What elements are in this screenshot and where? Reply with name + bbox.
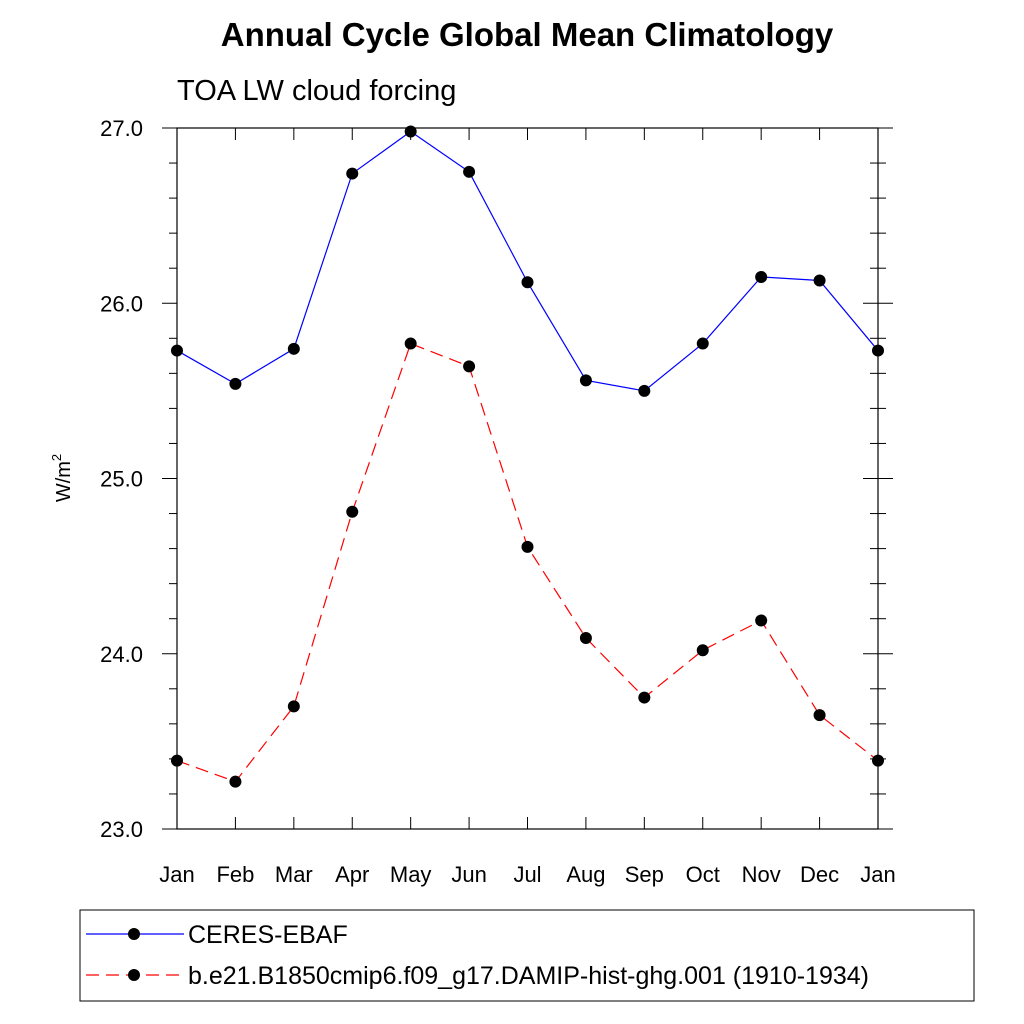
y-axis-label-base: W/m <box>53 461 75 502</box>
x-tick-label: Oct <box>686 862 720 887</box>
series-1 <box>171 125 884 397</box>
series-2-point <box>813 709 826 722</box>
axis-ticks <box>162 127 893 830</box>
x-tick-label: Nov <box>742 862 781 887</box>
y-tick-label: 27.0 <box>100 116 143 141</box>
series-layer <box>171 125 884 788</box>
legend-marker-2 <box>128 969 140 981</box>
x-tick-label: Jun <box>451 862 486 887</box>
x-tick-label: Apr <box>335 862 369 887</box>
axis-tick-labels: Jan Feb Mar Apr May Jun Jul Aug Sep Oct Nov Dec Jan 2… <box>100 116 896 887</box>
series-2-point <box>872 754 884 767</box>
series-2-point <box>696 644 709 657</box>
series-2-point <box>346 505 359 518</box>
plot-frame <box>176 127 879 830</box>
series-1-line <box>176 130 879 392</box>
chart-subtitle: TOA LW cloud forcing <box>177 75 456 107</box>
y-tick-label: 23.0 <box>100 817 143 842</box>
y-axis-label-superscript: 2 <box>49 454 64 461</box>
series-1-point <box>813 274 826 287</box>
x-tick-label: Dec <box>800 862 839 887</box>
y-tick-label: 26.0 <box>100 291 143 316</box>
x-tick-label: Aug <box>566 862 605 887</box>
series-2-point <box>229 775 242 788</box>
series-2 <box>171 337 884 788</box>
series-1-point <box>521 276 534 289</box>
series-1-point <box>638 384 651 397</box>
series-1-point <box>755 270 768 283</box>
legend-marker-1 <box>128 928 140 940</box>
legend-label-2: b.e21.B1850cmip6.f09_g17.DAMIP-hist-ghg.… <box>188 962 869 990</box>
series-1-point <box>404 125 417 138</box>
series-2-point <box>287 700 300 713</box>
x-tick-label: Jan <box>860 862 895 887</box>
series-1-point <box>171 344 183 357</box>
chart-title: Annual Cycle Global Mean Climatology <box>221 16 834 53</box>
series-2-point <box>755 614 768 627</box>
series-1-point <box>463 165 476 178</box>
legend: CERES-EBAF b.e21.B1850cmip6.f09_g17.DAMIP… <box>86 921 869 990</box>
series-2-point <box>404 337 417 350</box>
series-1-point <box>346 167 359 180</box>
series-1-point <box>579 374 592 387</box>
series-1-point <box>872 344 884 357</box>
legend-label-1: CERES-EBAF <box>188 921 348 949</box>
x-tick-label: Feb <box>216 862 254 887</box>
series-1-point <box>229 377 242 390</box>
y-tick-label: 25.0 <box>100 467 143 492</box>
x-tick-label: Sep <box>625 862 664 887</box>
x-tick-label: Jan <box>159 862 194 887</box>
series-1-point <box>696 337 709 350</box>
series-1-point <box>287 342 300 355</box>
series-2-point <box>463 360 476 373</box>
y-axis-label: W/m2 <box>49 454 75 502</box>
series-2-point <box>579 631 592 644</box>
series-2-point <box>638 691 651 704</box>
x-tick-label: May <box>390 862 432 887</box>
x-tick-label: Mar <box>275 862 313 887</box>
x-tick-label: Jul <box>513 862 541 887</box>
series-2-point <box>171 754 183 767</box>
y-tick-label: 24.0 <box>100 642 143 667</box>
series-2-point <box>521 540 534 553</box>
series-2-line <box>176 342 879 783</box>
legend-box <box>79 909 975 1002</box>
